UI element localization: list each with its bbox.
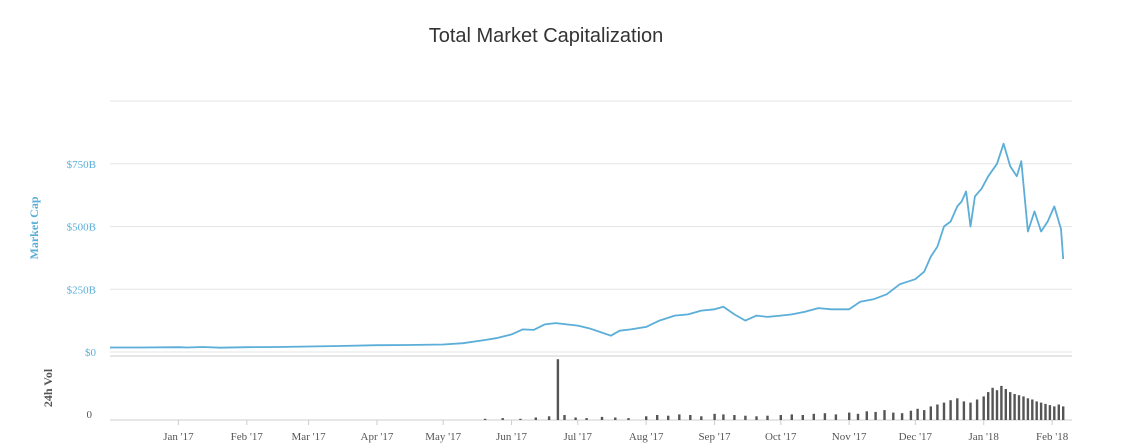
chart-title: Total Market Capitalization (429, 25, 664, 47)
x-tick-label-8: Sep '17 (698, 431, 731, 443)
volume-bar-53 (1004, 389, 1007, 420)
x-tick-label-4: May '17 (425, 431, 461, 443)
volume-bar-42 (942, 402, 946, 420)
volume-bar-20 (733, 415, 736, 420)
volume-bar-27 (812, 413, 815, 420)
volume-bar-7 (574, 417, 577, 420)
x-tick-label-3: Apr '17 (361, 431, 394, 443)
volume-bar-18 (713, 413, 716, 420)
x-tick-label-0: Jan '17 (163, 431, 194, 443)
volume-bar-3 (534, 417, 537, 420)
volume-bar-58 (1026, 398, 1030, 420)
volume-bar-31 (856, 413, 860, 420)
volume-bar-62 (1044, 403, 1047, 420)
volume-bar-21 (744, 415, 747, 420)
volume-bar-32 (865, 411, 868, 420)
volume-tick-label-0: 0 (87, 409, 93, 421)
volume-bar-38 (916, 408, 919, 420)
volume-bar-2 (519, 418, 522, 420)
x-tick-label-6: Jul '17 (563, 431, 592, 443)
volume-bar-13 (656, 415, 659, 420)
volume-bar-8 (585, 418, 588, 420)
volume-bar-65 (1057, 404, 1060, 420)
y-axis-label: Market Cap (27, 196, 41, 259)
market-cap-line (110, 142, 1065, 349)
y-tick-label-2: $500B (67, 222, 96, 234)
volume-bar-22 (755, 416, 758, 420)
volume-axis-label: 24h Vol (41, 368, 55, 407)
volume-bar-15 (678, 414, 681, 420)
volume-bar-52 (1000, 385, 1003, 420)
volume-bar-34 (883, 410, 886, 420)
volume-bar-5 (556, 359, 560, 420)
x-tick-label-2: Mar '17 (292, 431, 327, 443)
x-tick-label-10: Nov '17 (832, 431, 867, 443)
volume-bar-66 (1062, 406, 1065, 420)
volume-bar-23 (766, 415, 769, 420)
volume-bar-28 (823, 413, 827, 420)
volume-bar-9 (600, 416, 604, 420)
volume-bar-39 (923, 410, 926, 420)
volume-bar-6 (563, 415, 566, 420)
volume-bar-55 (1013, 394, 1016, 420)
volume-bar-12 (645, 416, 648, 420)
x-tick-label-1: Feb '17 (231, 431, 264, 443)
volume-bar-48 (982, 396, 985, 420)
x-tick-label-12: Jan '18 (969, 431, 1000, 443)
x-tick-label-5: Jun '17 (496, 431, 528, 443)
volume-bar-41 (936, 404, 939, 420)
volume-tick-labels: 0 (87, 409, 93, 421)
volume-bar-45 (962, 401, 966, 420)
volume-bar-60 (1035, 401, 1038, 420)
volume-bar-56 (1017, 395, 1021, 420)
volume-bar-0 (483, 418, 487, 420)
volume-bar-4 (547, 416, 551, 420)
volume-bar-16 (689, 415, 692, 420)
y-tick-label-0: $0 (85, 347, 97, 359)
volume-bar-29 (834, 414, 838, 420)
volume-bar-35 (892, 412, 895, 420)
volume-bar-64 (1053, 406, 1056, 420)
volume-bar-33 (874, 411, 877, 420)
x-tick-labels: Jan '17 Feb '17 Mar '17 Apr '17 May '17 Jun '… (163, 420, 1069, 443)
volume-bar-40 (929, 406, 932, 420)
volume-bar-59 (1031, 399, 1034, 420)
x-tick-label-7: Aug '17 (629, 431, 664, 443)
volume-bar-57 (1022, 396, 1025, 420)
volume-bar-43 (949, 400, 952, 420)
volume-bar-1 (501, 418, 504, 420)
volume-bar-51 (995, 390, 999, 420)
volume-bar-17 (700, 416, 703, 420)
y-gridlines (110, 100, 1072, 353)
volume-bar-10 (614, 417, 617, 420)
y-tick-label-1: $250B (67, 284, 96, 296)
volume-bar-46 (969, 402, 972, 420)
volume-bar-11 (627, 418, 630, 420)
volume-bars (483, 359, 1065, 420)
volume-bar-14 (667, 415, 670, 420)
volume-bar-63 (1048, 405, 1052, 420)
volume-bar-44 (956, 398, 959, 420)
x-tick-label-11: Dec '17 (899, 431, 933, 443)
y-tick-label-3: $750B (67, 159, 96, 171)
volume-bar-49 (987, 392, 990, 420)
x-tick-label-9: Oct '17 (765, 431, 797, 443)
x-tick-label-13: Feb '18 (1036, 431, 1069, 443)
volume-bar-30 (848, 412, 851, 420)
volume-bar-61 (1039, 402, 1043, 420)
volume-bar-50 (991, 387, 994, 420)
volume-bar-47 (975, 399, 979, 420)
y-tick-labels: $0 $250B $500B $750B (67, 159, 97, 359)
volume-bar-54 (1009, 392, 1012, 420)
volume-bar-37 (909, 410, 913, 420)
volume-bar-25 (790, 414, 793, 420)
volume-bar-24 (779, 415, 782, 420)
volume-bar-19 (722, 414, 725, 420)
volume-bar-26 (801, 415, 804, 420)
volume-bar-36 (900, 413, 904, 420)
